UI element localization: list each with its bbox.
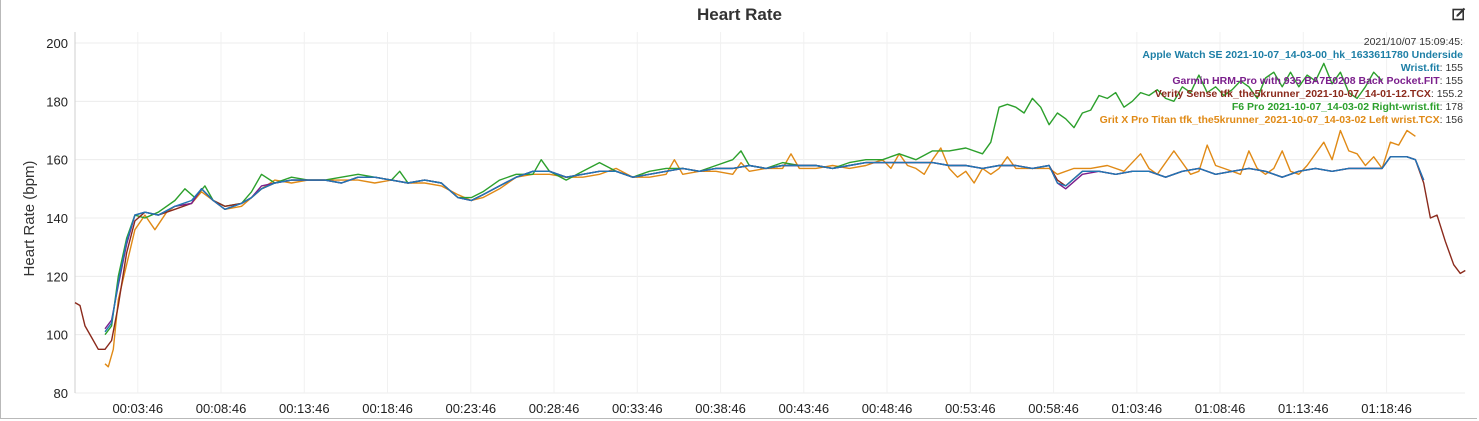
x-tick-label: 00:18:46 <box>362 401 413 416</box>
y-tick-label: 100 <box>46 328 68 343</box>
axis-layer: 80 100 120 140 160 180 200 00:03:46 00:08:46 00:1… <box>46 32 1412 416</box>
legend-name-gritx: Grit X Pro Titan tfk_the5krunner_2021-10… <box>1099 114 1440 126</box>
x-tick-label: 00:08:46 <box>196 401 247 416</box>
x-tick-label: 00:13:46 <box>279 401 330 416</box>
series-line-2 <box>74 156 1466 350</box>
legend-entry-verity: Verity Sense tfk_the5krunner_2021-10-07_… <box>1154 88 1463 100</box>
y-tick-label: 200 <box>46 36 68 51</box>
y-axis-label: Heart Rate (bpm) <box>21 161 38 277</box>
x-tick-label: 01:13:46 <box>1278 401 1329 416</box>
tooltip-timestamp: 2021/10/07 15:09:45: <box>1363 36 1463 48</box>
series-line-4 <box>104 129 1416 368</box>
legend-tooltip: 2021/10/07 15:09:45: Apple Watch SE 2021… <box>1100 36 1463 127</box>
legend-name-garmin: Garmin HRM-Pro with 935 BA7E0208 Back Po… <box>1172 75 1440 87</box>
legend-name-apple-watch: Apple Watch SE 2021-10-07_14-03-00_hk_16… <box>1142 49 1463 61</box>
legend-name-apple-watch-file: Wrist.fit <box>1400 62 1440 74</box>
x-tick-label: 00:43:46 <box>778 401 829 416</box>
series-line-0 <box>104 156 1425 333</box>
grid-layer <box>75 32 1465 394</box>
legend-entry-apple-watch-line2: Wrist.fit: 155 <box>1400 62 1463 74</box>
legend-value-apple-watch: 155 <box>1445 62 1463 74</box>
x-tick-label: 01:18:46 <box>1361 401 1412 416</box>
y-tick-label: 80 <box>54 386 68 401</box>
x-tick-label: 00:03:46 <box>112 401 163 416</box>
x-tick-label: 00:28:46 <box>529 401 580 416</box>
chart-title: Heart Rate <box>696 5 783 24</box>
legend-value-gritx: 156 <box>1445 114 1463 126</box>
legend-value-f6pro: 178 <box>1445 101 1463 113</box>
edit-icon[interactable] <box>1452 7 1466 21</box>
legend-entry-garmin: Garmin HRM-Pro with 935 BA7E0208 Back Po… <box>1172 75 1463 87</box>
series-line-1 <box>104 156 1425 330</box>
y-tick-label: 140 <box>46 211 68 226</box>
legend-name-verity: Verity Sense tfk_the5krunner_2021-10-07_… <box>1154 88 1431 100</box>
legend-value-verity: 155.2 <box>1436 88 1463 100</box>
x-tick-label: 00:48:46 <box>862 401 913 416</box>
x-tick-label: 00:23:46 <box>445 401 496 416</box>
x-tick-label: 01:08:46 <box>1195 401 1246 416</box>
x-tick-label: 00:53:46 <box>945 401 996 416</box>
legend-entry-f6pro: F6 Pro 2021-10-07_14-03-02 Right-wrist.f… <box>1231 101 1463 113</box>
y-tick-label: 160 <box>46 153 68 168</box>
x-tick-label: 01:03:46 <box>1112 401 1163 416</box>
legend-entry-apple-watch: Apple Watch SE 2021-10-07_14-03-00_hk_16… <box>1100 49 1463 62</box>
legend-entry-gritx: Grit X Pro Titan tfk_the5krunner_2021-10… <box>1099 114 1463 126</box>
x-tick-label: 00:38:46 <box>695 401 746 416</box>
series-layer <box>74 62 1466 368</box>
legend-value-garmin: 155 <box>1445 75 1463 87</box>
x-tick-label: 00:33:46 <box>612 401 663 416</box>
y-tick-label: 120 <box>46 269 68 284</box>
y-tick-label: 180 <box>46 94 68 109</box>
x-tick-label: 00:58:46 <box>1028 401 1079 416</box>
legend-name-f6pro: F6 Pro 2021-10-07_14-03-02 Right-wrist.f… <box>1231 101 1440 113</box>
